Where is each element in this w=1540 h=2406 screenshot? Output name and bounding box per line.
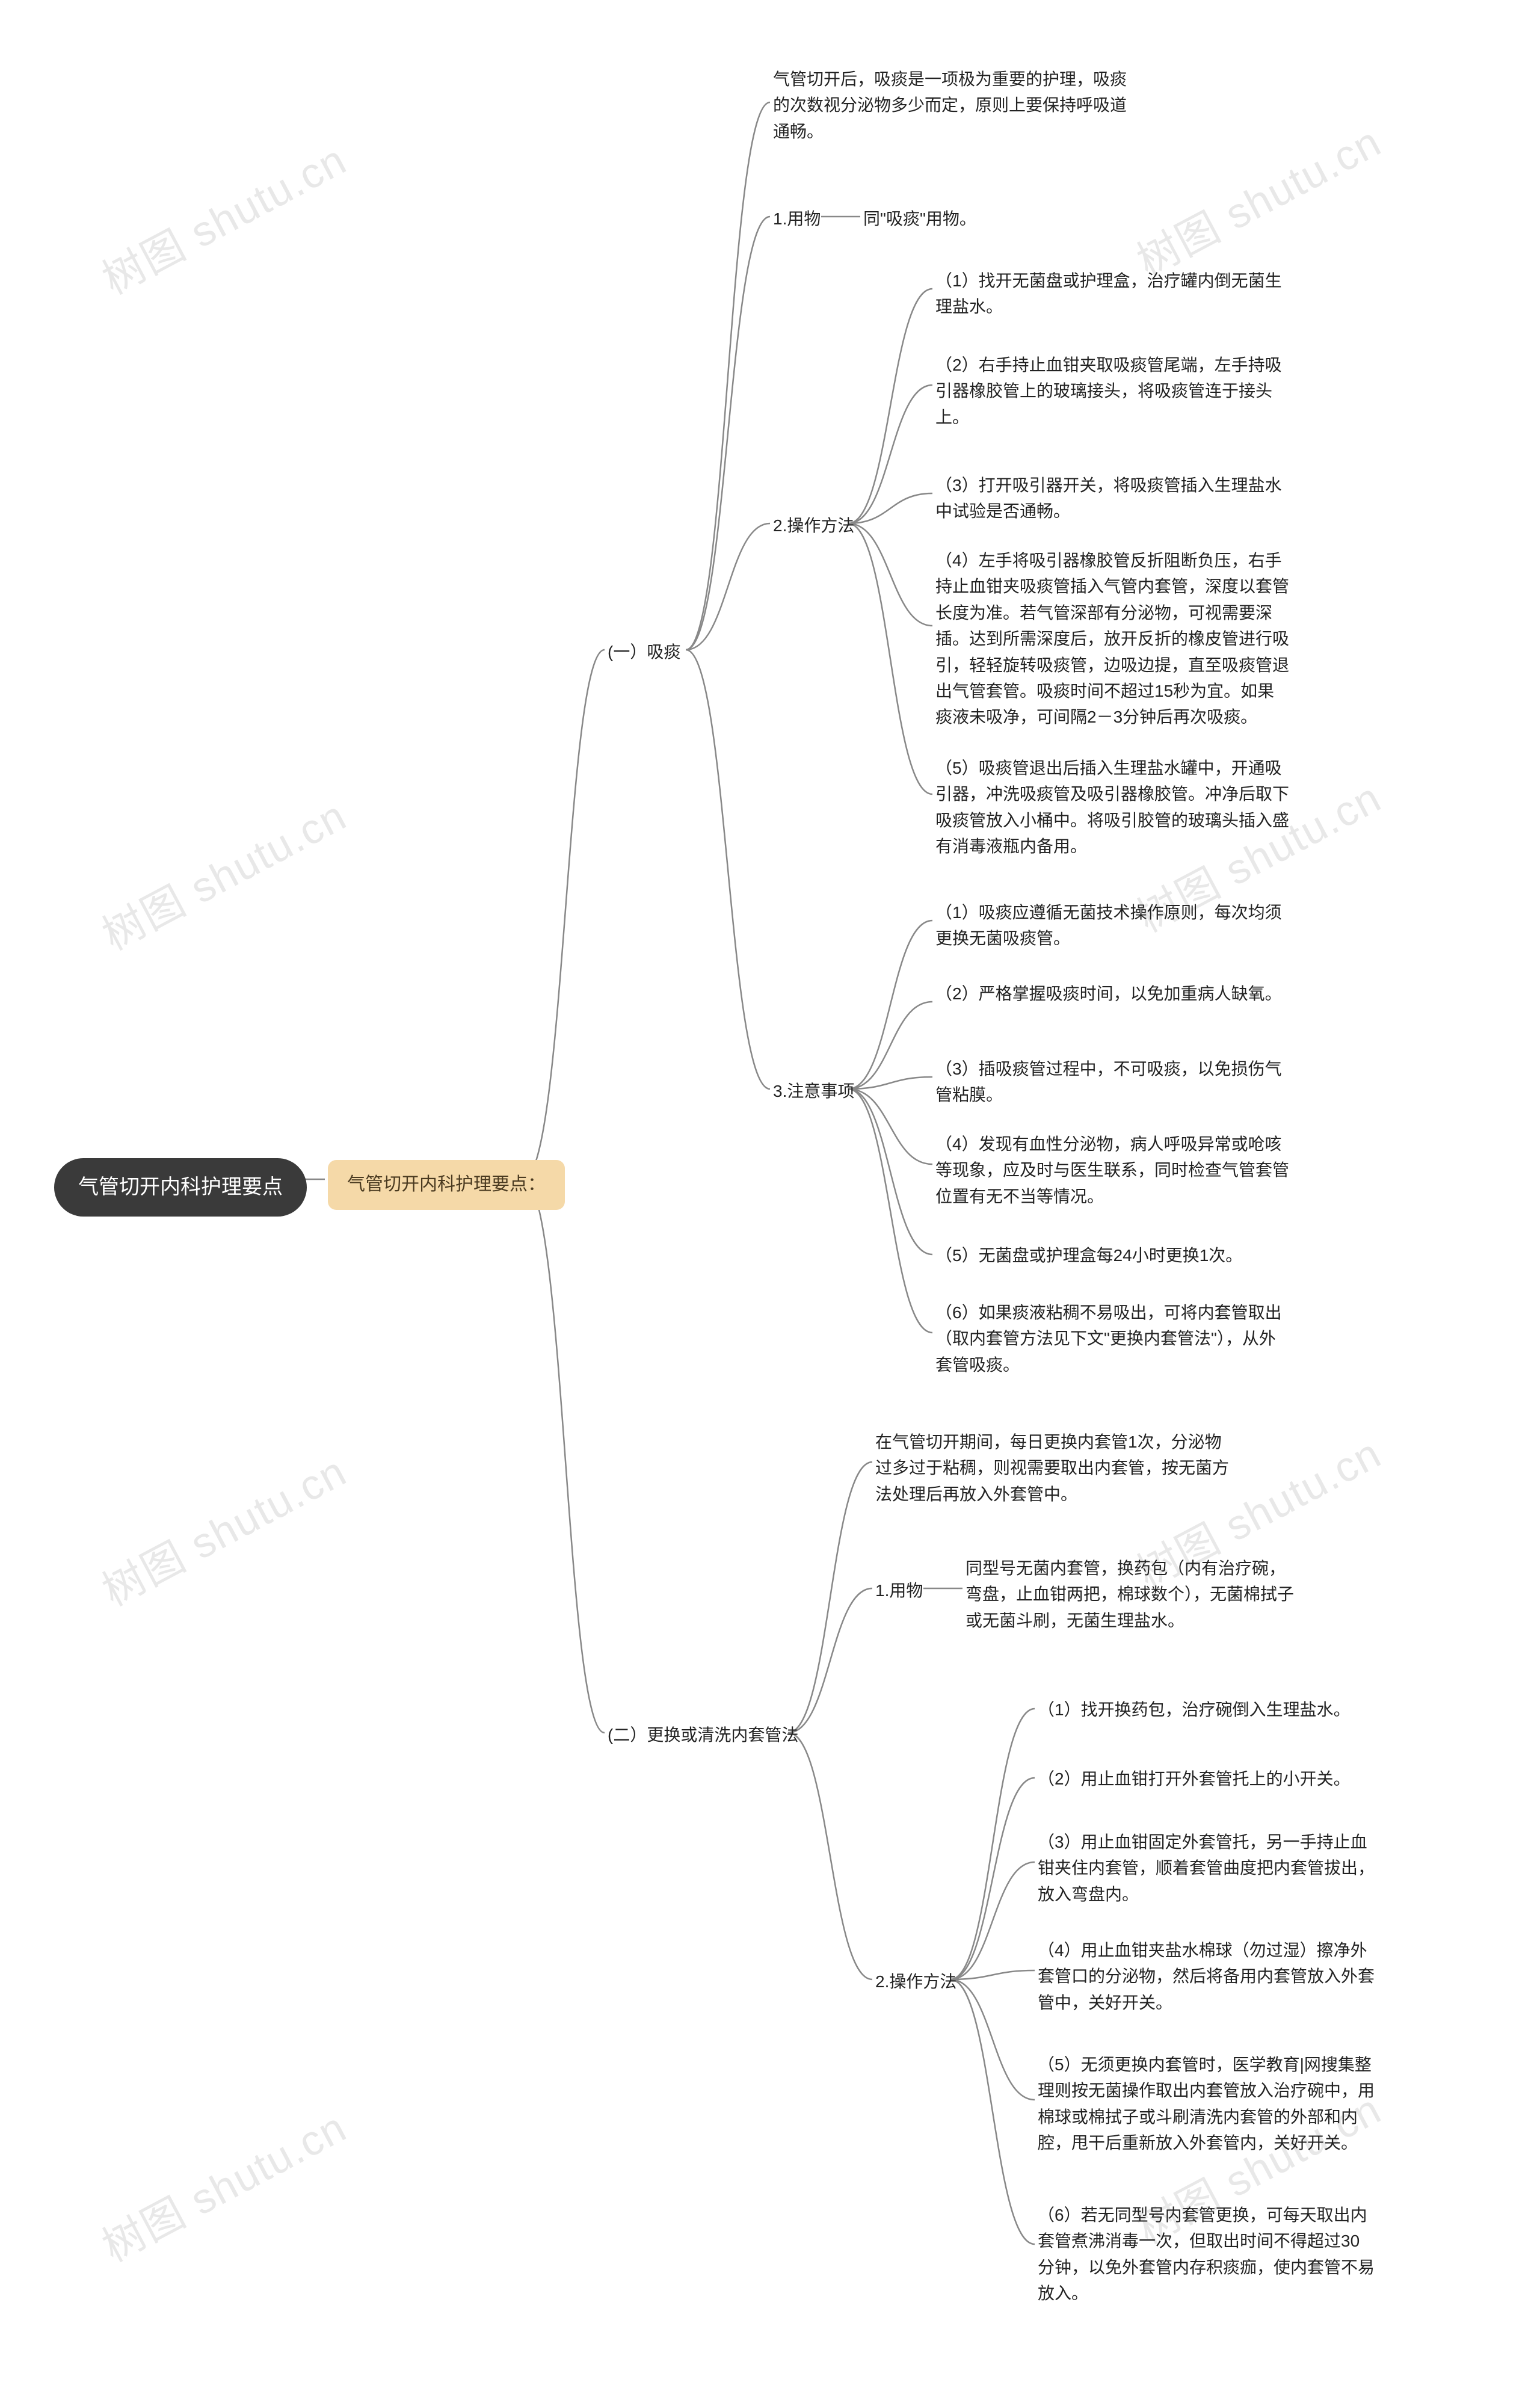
- s1-c-label: 3.注意事项: [773, 1078, 854, 1104]
- s2-a-label: 1.用物: [875, 1578, 923, 1603]
- s1-c-3: （3）插吸痰管过程中，不可吸痰，以免损伤气管粘膜。: [935, 1056, 1290, 1108]
- s1-c-4: （4）发现有血性分泌物，病人呼吸异常或呛咳等现象，应及时与医生联系，同时检查气管…: [935, 1131, 1290, 1209]
- s2-b-1: （1）找开换药包，治疗碗倒入生理盐水。: [1038, 1697, 1351, 1723]
- watermark: 树图 shutu.cn: [90, 2094, 356, 2274]
- watermark: 树图 shutu.cn: [90, 127, 356, 307]
- s2-b-label: 2.操作方法: [875, 1969, 956, 1994]
- s1-b-label: 2.操作方法: [773, 513, 854, 538]
- s1-b-4: （4）左手将吸引器橡胶管反折阻断负压，右手持止血钳夹吸痰管插入气管内套管，深度以…: [935, 548, 1290, 730]
- watermark: 树图 shutu.cn: [90, 783, 356, 963]
- s2-b-6: （6）若无同型号内套管更换，可每天取出内套管煮沸消毒一次，但取出时间不得超过30…: [1038, 2202, 1375, 2307]
- watermark: 树图 shutu.cn: [90, 1439, 356, 1618]
- section-1-intro: 气管切开后，吸痰是一项极为重要的护理，吸痰的次数视分泌物多少而定，原则上要保持呼…: [773, 66, 1140, 144]
- s1-a-text: 同"吸痰"用物。: [863, 206, 976, 232]
- s1-b-3: （3）打开吸引器开关，将吸痰管插入生理盐水中试验是否通畅。: [935, 472, 1290, 525]
- s1-b-1: （1）找开无菌盘或护理盒，治疗罐内倒无菌生理盐水。: [935, 268, 1290, 320]
- s2-b-4: （4）用止血钳夹盐水棉球（勿过湿）擦净外套管口的分泌物，然后将备用内套管放入外套…: [1038, 1937, 1375, 2016]
- sub-node: 气管切开内科护理要点：: [328, 1160, 565, 1210]
- watermark: 树图 shutu.cn: [1125, 109, 1390, 289]
- s1-c-6: （6）如果痰液粘稠不易吸出，可将内套管取出（取内套管方法见下文"更换内套管法"）…: [935, 1300, 1290, 1378]
- s1-b-2: （2）右手持止血钳夹取吸痰管尾端，左手持吸引器橡胶管上的玻璃接头，将吸痰管连于接…: [935, 352, 1290, 430]
- s1-c-1: （1）吸痰应遵循无菌技术操作原则，每次均须更换无菌吸痰管。: [935, 899, 1290, 952]
- root-node: 气管切开内科护理要点: [54, 1158, 307, 1217]
- s1-c-2: （2）严格掌握吸痰时间，以免加重病人缺氧。: [935, 981, 1282, 1007]
- s2-a-text: 同型号无菌内套管，换药包（内有治疗碗，弯盘，止血钳两把，棉球数个），无菌棉拭子或…: [966, 1555, 1296, 1633]
- section-2-label: (二）更换或清洗内套管法: [608, 1722, 798, 1748]
- s2-b-3: （3）用止血钳固定外套管托，另一手持止血钳夹住内套管，顺着套管曲度把内套管拔出，…: [1038, 1829, 1375, 1907]
- s1-c-5: （5）无菌盘或护理盒每24小时更换1次。: [935, 1242, 1242, 1268]
- s1-b-5: （5）吸痰管退出后插入生理盐水罐中，开通吸引器，冲洗吸痰管及吸引器橡胶管。冲净后…: [935, 755, 1290, 860]
- section-1-label: (一）吸痰: [608, 639, 680, 665]
- section-2-intro: 在气管切开期间，每日更换内套管1次，分泌物过多过于粘稠，则视需要取出内套管，按无…: [875, 1429, 1230, 1507]
- s1-a-label: 1.用物: [773, 206, 821, 232]
- s2-b-5: （5）无须更换内套管时，医学教育|网搜集整理则按无菌操作取出内套管放入治疗碗中，…: [1038, 2052, 1375, 2156]
- s2-b-2: （2）用止血钳打开外套管托上的小开关。: [1038, 1766, 1351, 1792]
